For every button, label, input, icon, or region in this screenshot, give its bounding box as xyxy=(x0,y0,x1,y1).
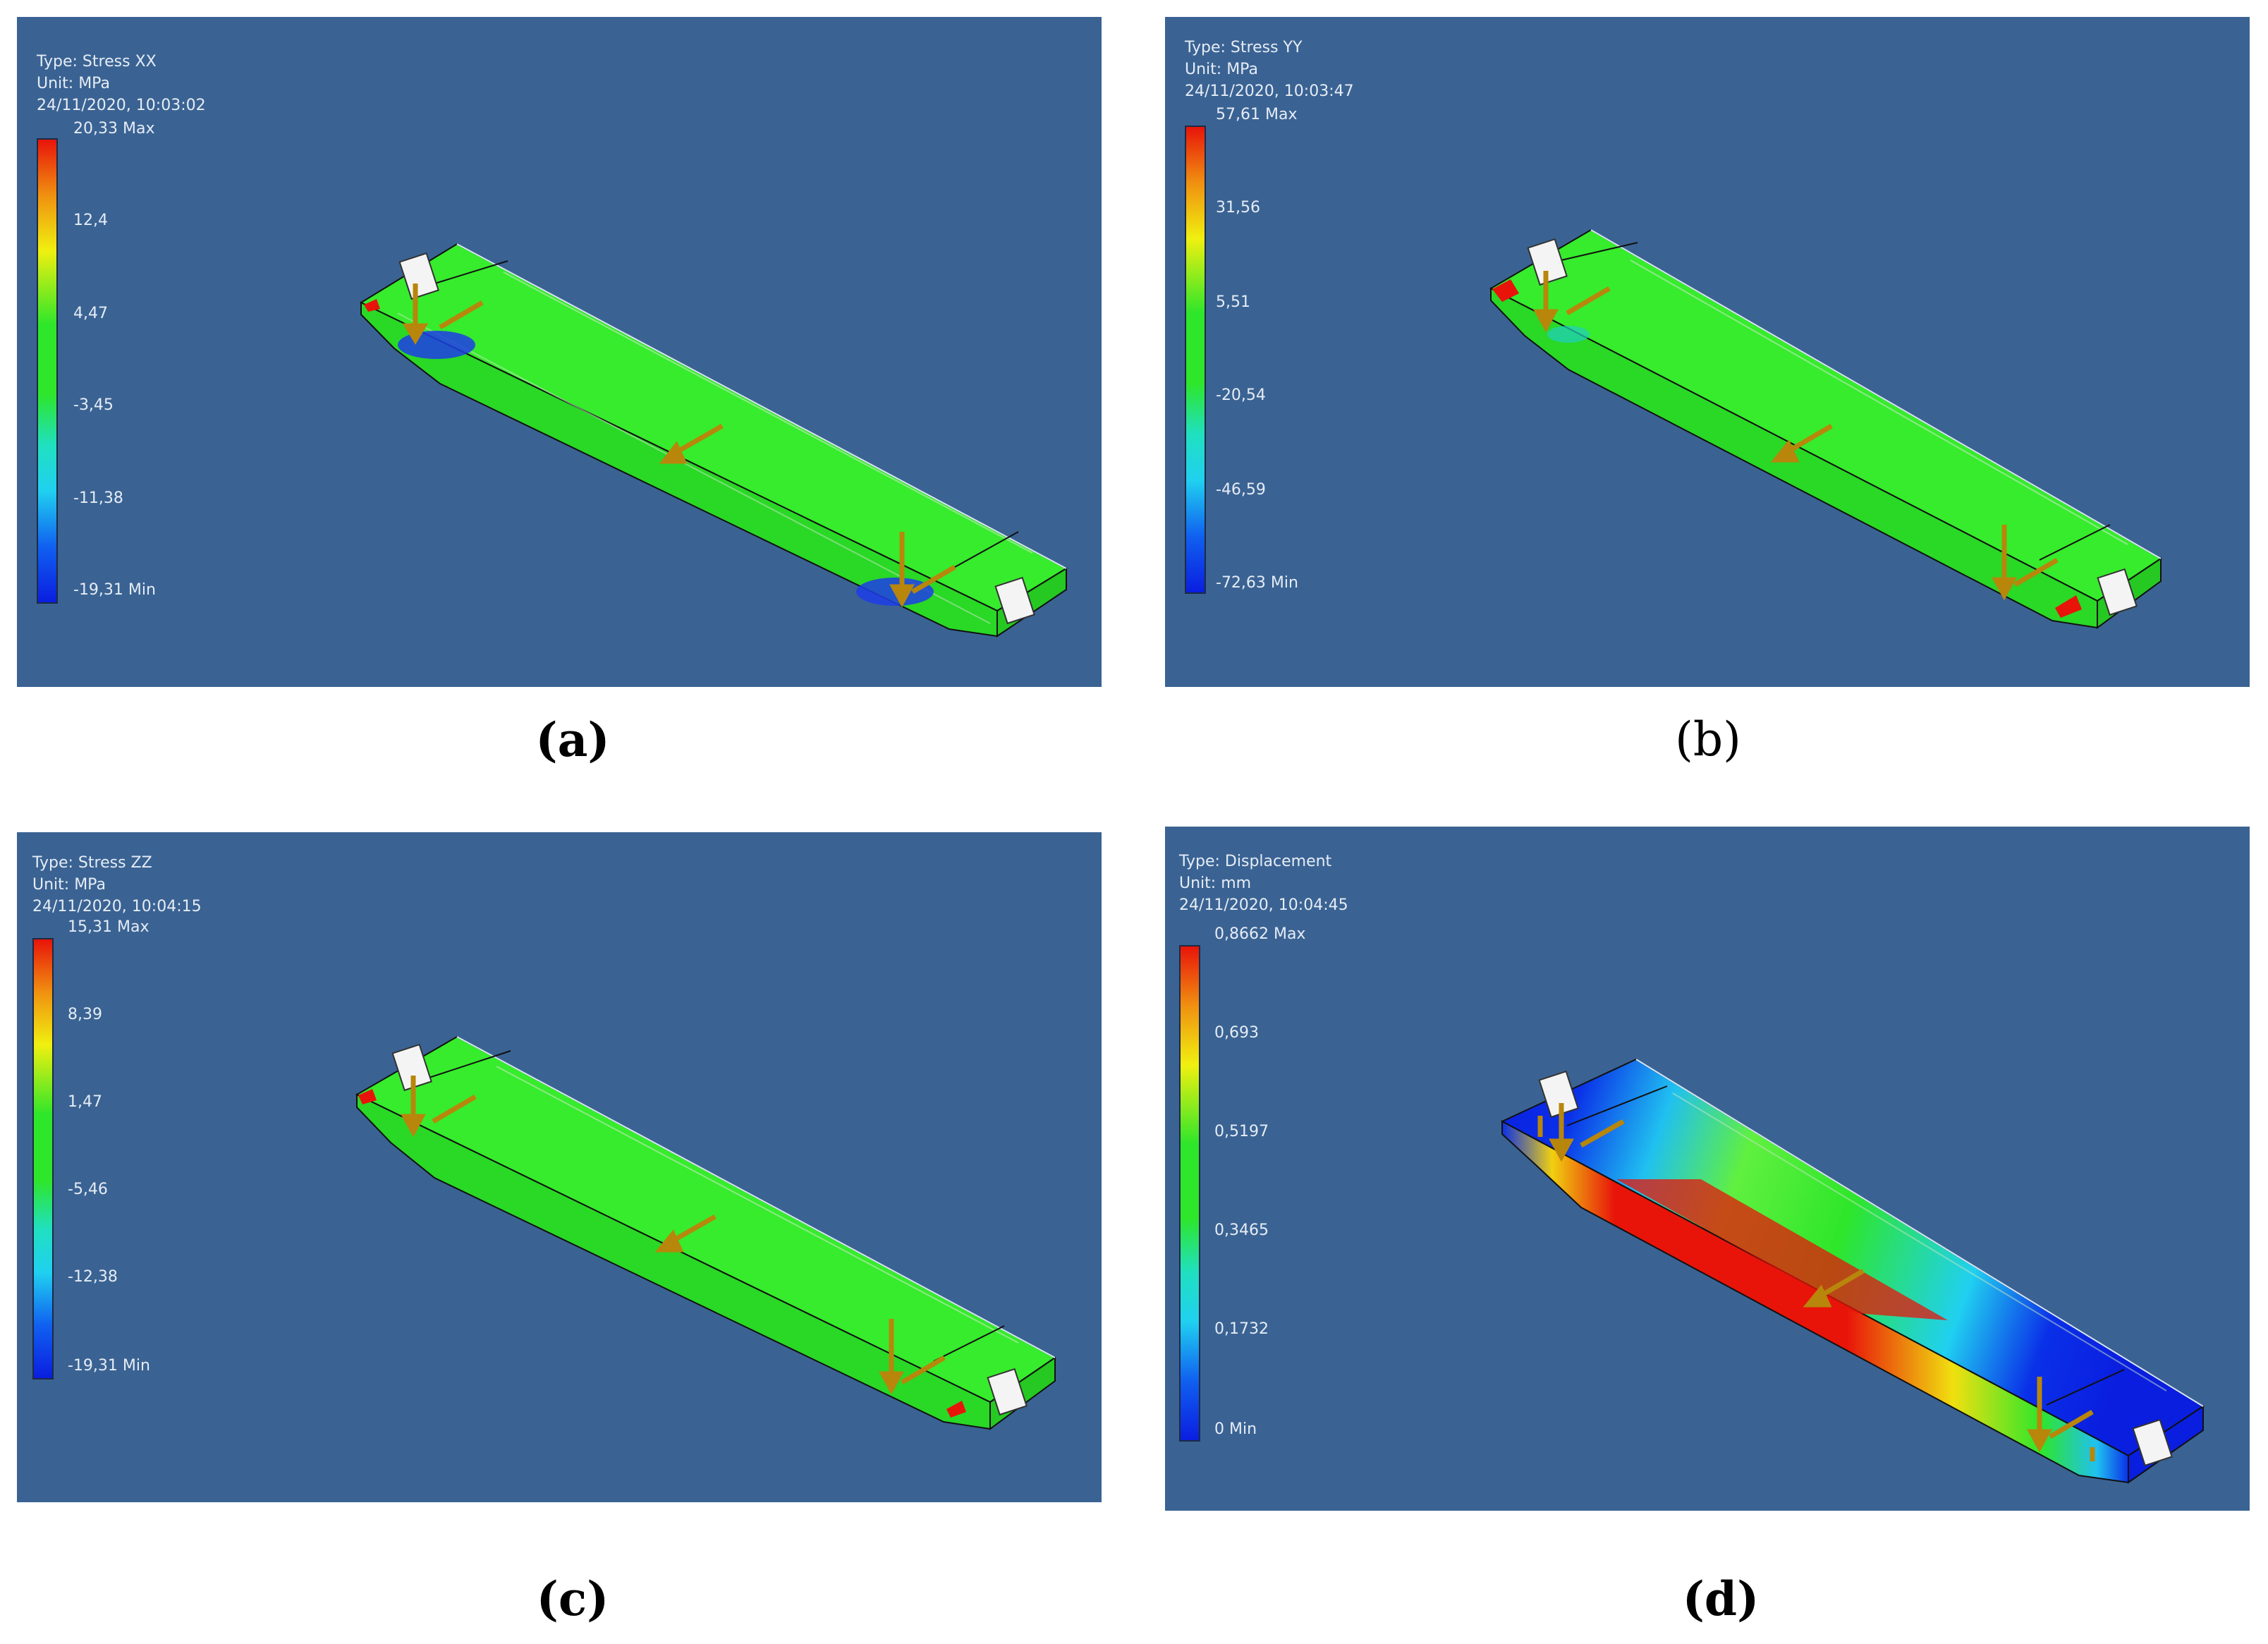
result-timestamp: 24/11/2020, 10:04:45 xyxy=(1179,896,1348,914)
legend-color-bar xyxy=(1179,945,1200,1442)
min-stress-zone xyxy=(1547,326,1590,343)
support-marker xyxy=(2097,568,2138,616)
load-arrows xyxy=(1533,271,2059,601)
panel-caption-c: (c) xyxy=(536,1571,609,1626)
legend-value-max: 20,33 Max xyxy=(73,120,155,138)
result-unit-label: Unit: MPa xyxy=(37,75,110,92)
legend-value-min: -72,63 Min xyxy=(1216,574,1298,592)
result-unit-label: Unit: mm xyxy=(1179,875,1252,892)
legend-value-min: -19,31 Min xyxy=(68,1357,150,1375)
result-timestamp: 24/11/2020, 10:04:15 xyxy=(32,898,202,915)
panel-displacement: Type: Displacement Unit: mm 24/11/2020, … xyxy=(1165,827,2250,1511)
panel-stress-zz: Type: Stress ZZ Unit: MPa 24/11/2020, 10… xyxy=(17,832,1102,1502)
legend-value-max: 0,8662 Max xyxy=(1214,925,1306,943)
panel-caption-d: (d) xyxy=(1682,1571,1760,1626)
legend-value: -12,38 xyxy=(68,1268,118,1286)
support-marker xyxy=(2132,1418,2173,1467)
min-stress-zone xyxy=(398,331,475,359)
legend-value: 31,56 xyxy=(1216,199,1260,217)
legend-header: Type: Stress YY Unit: MPa 24/11/2020, 10… xyxy=(1185,37,1354,102)
support-marker xyxy=(994,576,1035,625)
max-stress-zone xyxy=(946,1401,966,1418)
beam-top-face xyxy=(1489,229,2162,602)
legend-value: 12,4 xyxy=(73,212,108,229)
support-marker xyxy=(398,252,439,300)
panel-caption-b: (b) xyxy=(1675,712,1741,767)
result-type-label: Type: Stress ZZ xyxy=(32,854,152,872)
legend-value: 4,47 xyxy=(73,305,108,322)
load-arrows xyxy=(1537,1103,2095,1461)
legend-value: -11,38 xyxy=(73,489,123,507)
max-stress-zone xyxy=(2055,595,2082,618)
legend-color-bar xyxy=(32,938,54,1380)
beam-top-face xyxy=(359,243,1068,612)
support-marker xyxy=(1527,238,1568,286)
legend-value: -20,54 xyxy=(1216,386,1266,404)
result-type-label: Type: Displacement xyxy=(1179,853,1332,870)
load-arrows xyxy=(402,284,956,608)
legend-value: 0,1732 xyxy=(1214,1320,1269,1338)
legend-value: -5,46 xyxy=(68,1181,108,1198)
result-timestamp: 24/11/2020, 10:03:47 xyxy=(1185,83,1354,100)
legend-value: -3,45 xyxy=(73,396,114,414)
legend-value-min: -19,31 Min xyxy=(73,581,156,599)
legend-header: Type: Stress ZZ Unit: MPa 24/11/2020, 10… xyxy=(32,852,202,918)
support-marker xyxy=(1538,1070,1579,1119)
beam-model-stress-zz xyxy=(355,1035,1056,1430)
beam-top-face xyxy=(1500,1058,2205,1457)
result-timestamp: 24/11/2020, 10:03:02 xyxy=(37,97,206,114)
load-arrows xyxy=(401,1076,946,1395)
legend-value: -46,59 xyxy=(1216,481,1266,499)
legend-color-bar xyxy=(1185,126,1206,594)
legend-value: 5,51 xyxy=(1216,293,1250,311)
max-stress-zone xyxy=(364,299,380,312)
legend-value: 8,39 xyxy=(68,1006,102,1023)
legend-value-max: 57,61 Max xyxy=(1216,106,1298,123)
support-marker xyxy=(987,1368,1028,1416)
beam-model-stress-yy xyxy=(1489,229,2162,629)
beam-model-stress-xx xyxy=(359,243,1068,638)
panel-stress-xx: Type: Stress XX Unit: MPa 24/11/2020, 10… xyxy=(17,17,1102,687)
result-type-label: Type: Stress YY xyxy=(1185,39,1303,56)
panel-caption-a: (a) xyxy=(535,712,610,767)
legend-value: 1,47 xyxy=(68,1093,102,1111)
legend-color-bar xyxy=(37,138,58,604)
support-marker xyxy=(391,1043,432,1092)
max-stress-zone xyxy=(1492,279,1519,302)
result-unit-label: Unit: MPa xyxy=(32,876,106,894)
result-type-label: Type: Stress XX xyxy=(37,53,157,71)
legend-value: 0,3465 xyxy=(1214,1222,1269,1239)
legend-value-min: 0 Min xyxy=(1214,1420,1257,1438)
legend-value-max: 15,31 Max xyxy=(68,918,150,936)
legend-header: Type: Displacement Unit: mm 24/11/2020, … xyxy=(1179,851,1348,916)
panel-stress-yy: Type: Stress YY Unit: MPa 24/11/2020, 10… xyxy=(1165,17,2250,687)
beam-model-displacement xyxy=(1500,1058,2205,1484)
legend-value: 0,5197 xyxy=(1214,1123,1269,1140)
max-displacement-zone xyxy=(1616,1179,1948,1320)
legend-header: Type: Stress XX Unit: MPa 24/11/2020, 10… xyxy=(37,51,206,116)
max-stress-zone xyxy=(358,1089,377,1104)
legend-value: 0,693 xyxy=(1214,1024,1259,1042)
result-unit-label: Unit: MPa xyxy=(1185,61,1258,78)
